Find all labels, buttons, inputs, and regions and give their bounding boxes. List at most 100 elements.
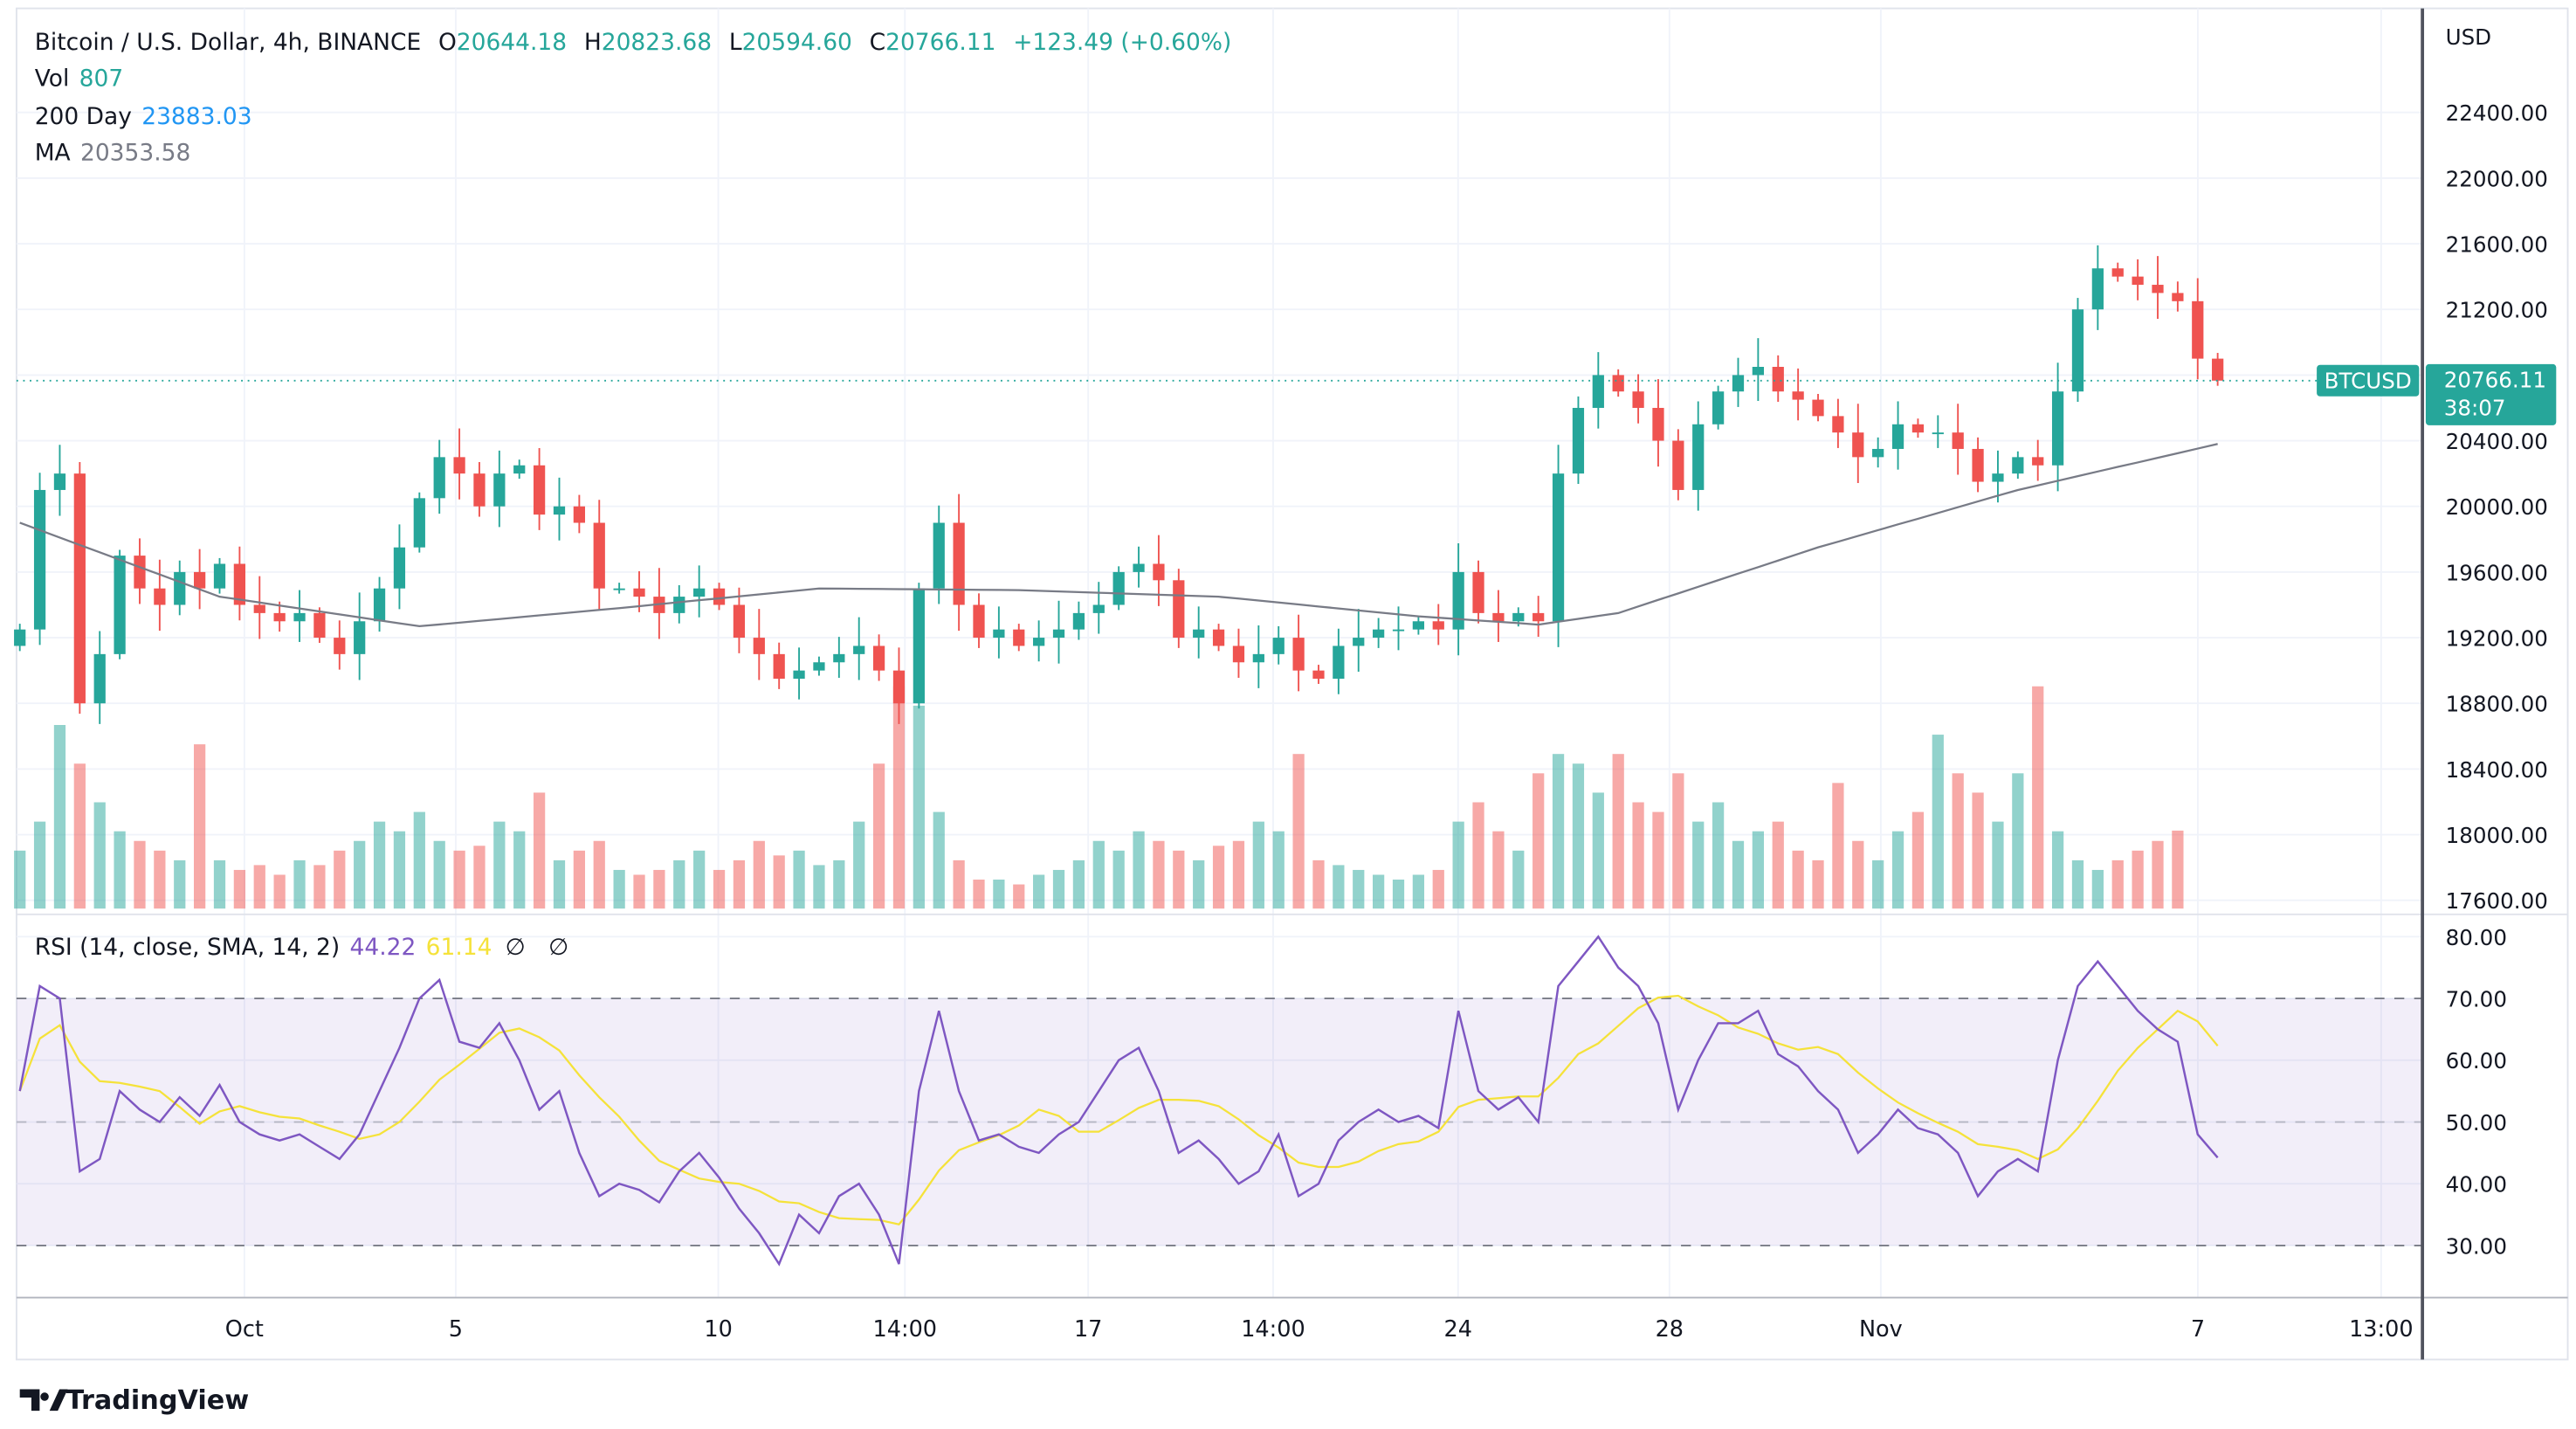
candle[interactable]: [573, 494, 585, 534]
candle[interactable]: [933, 505, 945, 604]
candle[interactable]: [493, 450, 506, 528]
candle[interactable]: [1373, 618, 1385, 648]
candle[interactable]: [1792, 368, 1804, 421]
candle[interactable]: [73, 461, 86, 714]
candle[interactable]: [1432, 604, 1444, 645]
candle[interactable]: [593, 500, 605, 610]
candle[interactable]: [1972, 437, 1984, 493]
candle[interactable]: [1052, 600, 1065, 664]
candle[interactable]: [2071, 298, 2084, 403]
candle[interactable]: [1692, 401, 1705, 511]
candle[interactable]: [14, 624, 26, 652]
candle[interactable]: [1752, 338, 1764, 401]
candle[interactable]: [1852, 404, 1864, 483]
candle[interactable]: [1911, 418, 1925, 438]
candle[interactable]: [2032, 439, 2044, 481]
candle[interactable]: [194, 549, 206, 610]
candle[interactable]: [1212, 624, 1225, 652]
candle[interactable]: [1333, 628, 1345, 694]
candle[interactable]: [1772, 355, 1784, 403]
candle[interactable]: [473, 461, 486, 517]
candle[interactable]: [753, 609, 765, 680]
candle[interactable]: [253, 576, 265, 639]
candle[interactable]: [1133, 546, 1145, 588]
candle[interactable]: [853, 617, 865, 680]
legend-ma[interactable]: MA 20353.58: [35, 140, 191, 167]
candle[interactable]: [1932, 415, 1944, 448]
candle[interactable]: [33, 473, 46, 645]
candle[interactable]: [613, 583, 625, 594]
candle[interactable]: [1652, 379, 1664, 467]
candle[interactable]: [1353, 609, 1365, 673]
candle[interactable]: [154, 559, 166, 632]
candle[interactable]: [1232, 628, 1245, 679]
candle[interactable]: [1452, 543, 1464, 656]
candle[interactable]: [1412, 615, 1425, 635]
candle[interactable]: [953, 494, 965, 632]
candle[interactable]: [1632, 374, 1644, 424]
candle[interactable]: [1812, 394, 1824, 422]
candle[interactable]: [1832, 398, 1844, 448]
candle[interactable]: [1292, 614, 1305, 692]
candle[interactable]: [1872, 437, 1884, 468]
candle[interactable]: [2192, 278, 2204, 380]
candles[interactable]: [14, 245, 2224, 724]
candle[interactable]: [2012, 451, 2024, 480]
candle[interactable]: [673, 584, 685, 624]
legend-200day[interactable]: 200 Day 23883.03: [35, 103, 252, 130]
candle[interactable]: [1173, 569, 1185, 648]
symbol-title[interactable]: Bitcoin / U.S. Dollar, 4h, BINANCE: [35, 29, 421, 56]
candle[interactable]: [2111, 262, 2124, 282]
candle[interactable]: [1672, 429, 1684, 500]
candle[interactable]: [293, 590, 306, 642]
candle[interactable]: [1272, 625, 1285, 665]
price-axis[interactable]: 22400.00 22000.00 21600.00 21200.00 20400.00…: [2446, 100, 2548, 914]
candle[interactable]: [892, 647, 906, 724]
candle[interactable]: [533, 448, 546, 530]
legend-rsi[interactable]: RSI (14, close, SMA, 14, 2) 44.22 61.14 ∅ ∅: [35, 934, 568, 961]
candle[interactable]: [713, 583, 726, 611]
rsi-axis[interactable]: 80.00 70.00 60.00 50.00 40.00 30.00: [2446, 925, 2507, 1260]
candle[interactable]: [354, 592, 366, 680]
candle[interactable]: [1992, 450, 2004, 503]
candle[interactable]: [273, 601, 286, 632]
candle[interactable]: [1891, 401, 1904, 470]
candle[interactable]: [2051, 362, 2064, 492]
candle[interactable]: [793, 647, 805, 700]
candle[interactable]: [913, 583, 925, 709]
candle[interactable]: [1112, 566, 1125, 611]
candle[interactable]: [2091, 245, 2104, 330]
candle[interactable]: [233, 546, 246, 621]
candle[interactable]: [1092, 582, 1105, 634]
candle[interactable]: [973, 593, 985, 648]
candle[interactable]: [1492, 590, 1505, 642]
candle[interactable]: [1612, 369, 1624, 397]
candle[interactable]: [513, 459, 526, 480]
candle[interactable]: [833, 637, 845, 679]
candle[interactable]: [1533, 596, 1545, 638]
candle[interactable]: [1952, 404, 1964, 475]
candle[interactable]: [693, 565, 706, 618]
candle[interactable]: [114, 549, 126, 659]
candle[interactable]: [433, 439, 445, 514]
candle[interactable]: [773, 642, 785, 689]
candle[interactable]: [1312, 665, 1325, 684]
candle[interactable]: [1072, 601, 1085, 640]
candle[interactable]: [334, 620, 346, 670]
candle[interactable]: [134, 538, 146, 604]
candle[interactable]: [1712, 385, 1725, 430]
candle[interactable]: [1472, 560, 1484, 624]
candle[interactable]: [53, 445, 66, 516]
time-axis[interactable]: Oct 5 10 14:00 17 14:00 24 28 Nov 7 13:00: [225, 1316, 2414, 1343]
candle[interactable]: [2132, 259, 2144, 300]
legend-volume[interactable]: Vol 807: [35, 65, 123, 92]
candle[interactable]: [2172, 281, 2184, 312]
candle[interactable]: [373, 576, 386, 632]
candle[interactable]: [213, 557, 226, 594]
candle[interactable]: [1252, 625, 1264, 688]
candle[interactable]: [1033, 620, 1045, 662]
tradingview-logo[interactable]: TradingView: [19, 1385, 250, 1416]
candle[interactable]: [872, 634, 885, 681]
candle[interactable]: [1592, 352, 1604, 429]
candle[interactable]: [1013, 624, 1025, 652]
